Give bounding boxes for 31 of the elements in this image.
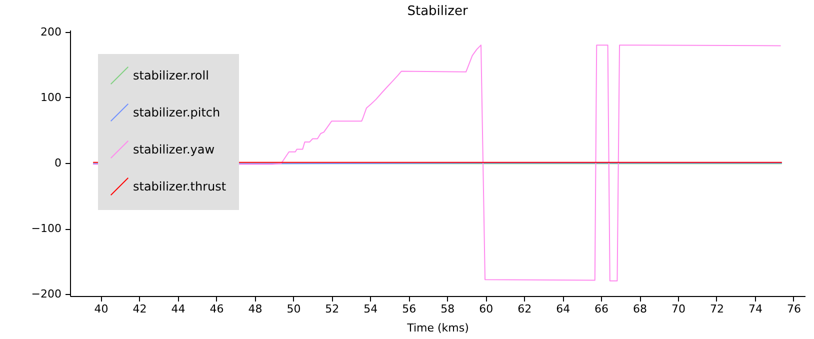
x-tick-label: 62 — [518, 302, 532, 316]
x-tick-label: 46 — [210, 302, 224, 316]
x-tick-label: 40 — [94, 302, 108, 316]
x-tick-label: 44 — [171, 302, 186, 316]
x-tick-label: 60 — [479, 302, 494, 316]
x-tick-label: 64 — [556, 302, 570, 316]
y-tick-label: −100 — [31, 222, 62, 236]
x-tick-label: 54 — [364, 302, 378, 316]
chart-title: Stabilizer — [407, 4, 468, 19]
x-tick-label: 76 — [786, 302, 801, 316]
legend-label: stabilizer.roll — [133, 68, 209, 82]
x-tick-label: 74 — [748, 302, 762, 316]
legend-label: stabilizer.pitch — [133, 106, 220, 120]
y-tick-label: 100 — [40, 90, 62, 104]
legend-label: stabilizer.thrust — [133, 180, 226, 194]
x-tick-label: 48 — [248, 302, 262, 316]
line-series — [92, 44, 782, 282]
x-tick-label: 52 — [325, 302, 340, 316]
x-tick-label: 68 — [633, 302, 648, 316]
legend-label: stabilizer.yaw — [133, 142, 215, 156]
y-tick-label: 0 — [54, 156, 62, 170]
x-tick-label: 72 — [710, 302, 724, 316]
y-tick-label: 200 — [40, 25, 62, 38]
x-tick-label: 50 — [286, 302, 301, 316]
y-tick-label: −200 — [31, 288, 62, 301]
x-tick-label: 66 — [594, 302, 609, 316]
x-tick-label: 56 — [402, 302, 416, 316]
x-tick-label: 58 — [440, 302, 455, 316]
x-axis-title: Time (kms) — [406, 322, 469, 334]
x-tick-label: 42 — [132, 302, 147, 316]
x-tick-label: 70 — [672, 302, 686, 316]
